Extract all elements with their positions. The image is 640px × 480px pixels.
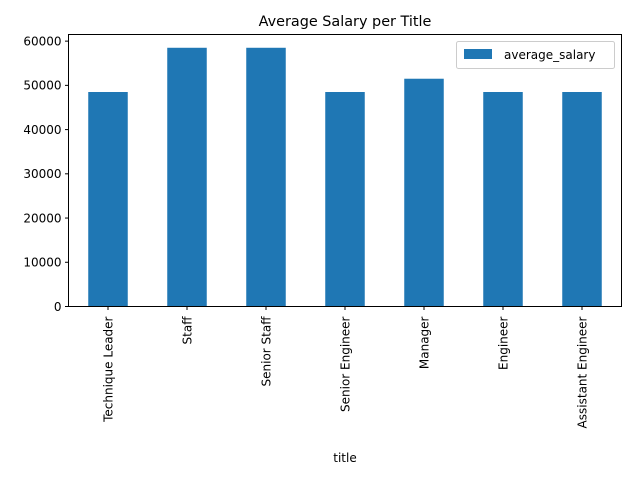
x-tick-label: Assistant Engineer (575, 316, 589, 428)
bar-staff (167, 47, 207, 307)
x-tick-label: Engineer (496, 316, 510, 370)
bar-senior-engineer (325, 92, 365, 307)
bar-assistant-engineer (562, 92, 602, 307)
bar-senior-staff (246, 47, 286, 307)
x-tick-label: Senior Staff (259, 316, 273, 387)
y-tick-label: 50000 (23, 79, 61, 93)
y-tick-label: 20000 (23, 211, 61, 225)
legend: average_salary (456, 41, 615, 69)
y-tick-label: 0 (54, 300, 62, 314)
bar-engineer (483, 92, 523, 307)
plot-frame (68, 34, 622, 307)
x-tick-label: Senior Engineer (338, 316, 352, 412)
bar-technique-leader (88, 92, 128, 307)
y-tick-label: 10000 (23, 256, 61, 270)
bars-group (88, 47, 602, 307)
x-tick-label: Manager (417, 316, 431, 369)
y-tick-label: 60000 (23, 34, 61, 48)
legend-label: average_salary (504, 48, 595, 62)
bar-manager (404, 78, 444, 307)
x-tick-label: Staff (180, 316, 194, 345)
x-tick-label: Technique Leader (101, 316, 115, 422)
legend-swatch (464, 49, 492, 59)
x-axis-label: title (333, 451, 356, 465)
y-axis: 0 10000 20000 30000 40000 50000 60000 (23, 34, 69, 314)
chart-title: Average Salary per Title (259, 14, 432, 30)
legend-box (456, 41, 615, 69)
x-axis: Technique Leader Staff Senior Staff Senior … (101, 306, 589, 428)
y-tick-label: 30000 (23, 167, 61, 181)
y-tick-label: 40000 (23, 123, 61, 137)
